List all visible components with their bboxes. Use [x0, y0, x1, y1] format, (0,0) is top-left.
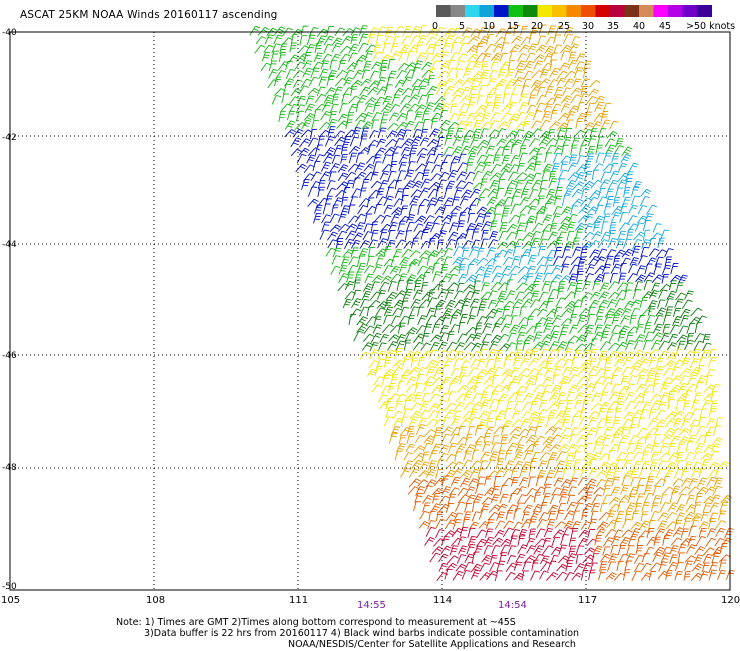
lat-label-46: -46 — [2, 351, 17, 361]
legend-swatch — [465, 5, 480, 17]
lon-label-120: 120 — [721, 595, 740, 606]
map-frame — [9, 31, 731, 591]
legend-swatch — [494, 5, 509, 17]
legend-label-20: 20 — [531, 21, 543, 32]
legend-swatch — [610, 5, 625, 17]
lon-label-117: 117 — [578, 595, 597, 606]
legend-swatch — [653, 5, 669, 17]
legend-label-10: 10 — [483, 21, 495, 32]
lon-label-105: 105 — [1, 595, 20, 606]
legend-label-15: 15 — [507, 21, 519, 32]
lon-labels: 105 108 111 114 117 120 — [1, 595, 740, 606]
legend-swatch — [566, 5, 582, 17]
lat-labels: -40 -42 -44 -46 -48 -50 — [2, 28, 17, 592]
legend-swatch — [436, 5, 451, 17]
legend-swatch — [595, 5, 611, 17]
lon-label-111: 111 — [289, 595, 308, 606]
lat-label-40: -40 — [2, 28, 17, 38]
lat-label-42: -42 — [2, 133, 17, 143]
legend-swatch — [450, 5, 466, 17]
legend-label-30: 30 — [582, 21, 594, 32]
wind-speed-legend: 0 5 10 15 20 25 30 35 40 45 >50 knots — [432, 5, 735, 32]
note-line-2: 3)Data buffer is 22 hrs from 20160117 4)… — [144, 628, 580, 639]
lat-label-48: -48 — [2, 463, 17, 473]
legend-swatch — [581, 5, 596, 17]
lat-label-44: -44 — [2, 240, 17, 250]
legend-label-35: 35 — [607, 21, 619, 32]
legend-label-50: >50 knots — [686, 21, 735, 32]
time-label-1454: 14:54 — [498, 600, 527, 611]
legend-swatch — [552, 5, 567, 17]
time-label-1455: 14:55 — [357, 600, 386, 611]
legend-swatch — [668, 5, 683, 17]
note-line-1: Note: 1) Times are GMT 2)Times along bot… — [116, 617, 516, 628]
legend-swatch — [682, 5, 698, 17]
map-title: ASCAT 25KM NOAA Winds 20160117 ascending — [20, 9, 278, 21]
legend-label-40: 40 — [633, 21, 645, 32]
legend-label-25: 25 — [558, 21, 570, 32]
wind-barb-swath — [249, 24, 735, 582]
legend-swatch — [624, 5, 640, 17]
lon-label-114: 114 — [433, 595, 452, 606]
legend-label-45: 45 — [659, 21, 671, 32]
legend-swatch — [479, 5, 495, 17]
legend-swatch — [537, 5, 553, 17]
note-line-3: NOAA/NESDIS/Center for Satellite Applica… — [288, 639, 576, 650]
legend-swatch — [697, 5, 712, 17]
lat-label-50: -50 — [2, 582, 17, 592]
legend-label-5: 5 — [459, 21, 465, 32]
legend-labels: 0 5 10 15 20 25 30 35 40 45 >50 knots — [432, 21, 735, 32]
legend-swatch — [508, 5, 524, 17]
legend-color-bar — [436, 5, 712, 17]
map-grid — [10, 32, 730, 590]
legend-label-0: 0 — [432, 21, 438, 32]
legend-swatch — [639, 5, 654, 17]
lon-label-108: 108 — [146, 595, 165, 606]
legend-swatch — [523, 5, 538, 17]
